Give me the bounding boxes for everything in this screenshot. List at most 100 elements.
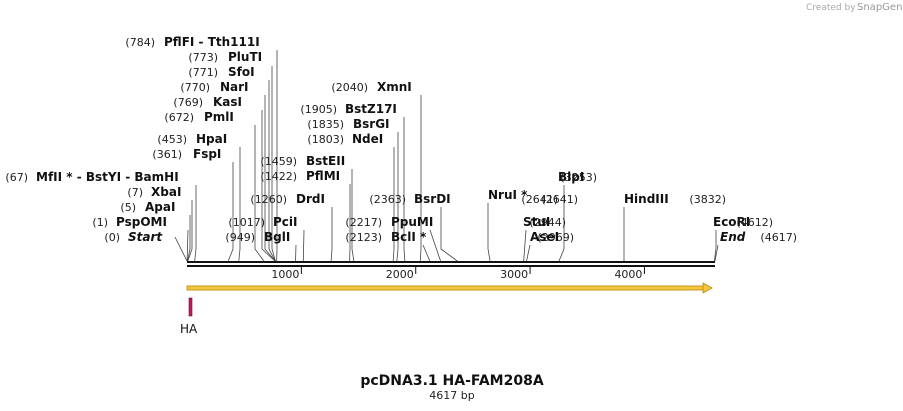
site-line — [422, 244, 431, 262]
site-position: (769) — [173, 96, 203, 109]
site-line — [194, 185, 197, 262]
site-position: (1905) — [300, 103, 337, 116]
site-position: (7) — [127, 186, 143, 199]
site-position: (4612) — [736, 216, 773, 229]
site-line — [302, 229, 305, 262]
site-position: (784) — [125, 36, 155, 49]
site-line — [714, 230, 717, 262]
site-line — [271, 66, 276, 262]
ha-feature-label: HA — [180, 322, 198, 336]
site-position: (1) — [92, 216, 108, 229]
site-name: BglI — [264, 230, 290, 244]
site-position: (2217) — [345, 216, 382, 229]
site-name: NarI — [220, 80, 249, 94]
site-name: PluTI — [228, 50, 262, 64]
ruler-tick-label: 4000 — [614, 268, 642, 281]
site-name: BstEII — [306, 154, 345, 168]
ruler-ticks: 1000 2000 3000 4000 — [271, 267, 645, 281]
site-position: (949) — [225, 231, 255, 244]
site-line — [351, 169, 355, 262]
site-name: AseI — [530, 230, 559, 244]
site-position: (2641) — [521, 193, 558, 206]
site-line — [264, 95, 276, 262]
site-name: BsrGI — [353, 117, 390, 131]
orf-arrow[interactable] — [186, 282, 713, 294]
site-position: (1835) — [307, 118, 344, 131]
site-name: SfoI — [228, 65, 255, 79]
site-name: StuI — [523, 215, 550, 229]
site-line — [174, 236, 188, 262]
site-name: BstZ17I — [345, 102, 397, 116]
site-position: (1017) — [228, 216, 265, 229]
site-line — [403, 117, 406, 262]
site-line — [227, 162, 234, 262]
site-name: PflFI - Tth111I — [164, 35, 260, 49]
ruler-tick-label: 3000 — [500, 268, 528, 281]
site-position: (5) — [120, 201, 136, 214]
site-position: (2363) — [369, 193, 406, 206]
backbone-top — [187, 261, 715, 263]
site-position: (770) — [180, 81, 210, 94]
site-lines — [174, 50, 719, 262]
site-line — [526, 244, 531, 262]
site-line — [429, 229, 441, 262]
site-name: HindIII — [624, 192, 669, 206]
site-name: XbaI — [151, 185, 181, 199]
site-line — [558, 185, 565, 262]
site-name: XmnI — [377, 80, 412, 94]
site-position: (672) — [164, 111, 194, 124]
site-name: KasI — [213, 95, 242, 109]
site-position: (3832) — [689, 193, 726, 206]
end-label: End — [720, 230, 746, 244]
site-name: NdeI — [352, 132, 383, 146]
site-position: (2123) — [345, 231, 382, 244]
ha-feature[interactable] — [188, 297, 193, 317]
site-name: ApaI — [145, 200, 175, 214]
site-position: (2040) — [331, 81, 368, 94]
site-name: PciI — [273, 215, 298, 229]
site-position: (361) — [152, 148, 182, 161]
site-name: MfII * - BstYI - BamHI — [36, 170, 179, 184]
site-name: BlpI — [558, 170, 584, 184]
site-line — [419, 95, 422, 262]
site-position: (1459) — [260, 155, 297, 168]
site-name: PspOMI — [116, 215, 167, 229]
site-name: HpaI — [196, 132, 227, 146]
site-line — [254, 125, 265, 262]
site-labels: (784) PflFI - Tth111I (773) PluTI (771) SfoI (… — [5, 35, 797, 244]
site-name: PflMI — [306, 169, 340, 183]
backbone-bottom — [187, 265, 715, 267]
start-position: (0) — [104, 231, 120, 244]
site-position: (2969) — [537, 231, 574, 244]
site-line — [523, 229, 527, 262]
site-position: (453) — [157, 133, 187, 146]
site-position: (1422) — [260, 170, 297, 183]
map-length: 4617 bp — [429, 389, 474, 402]
site-position: (773) — [188, 51, 218, 64]
ruler-tick-label: 2000 — [386, 268, 414, 281]
site-line — [392, 147, 395, 262]
site-name: FspI — [193, 147, 221, 161]
site-position: (67) — [5, 171, 28, 184]
site-position: (2944) — [529, 216, 566, 229]
start-label: Start — [128, 230, 163, 244]
site-line — [487, 203, 491, 262]
site-line — [268, 80, 276, 262]
site-line — [238, 147, 241, 262]
snapgene-brand: SnapGene — [857, 2, 903, 13]
site-name: BsrDI — [414, 192, 451, 206]
site-line — [396, 132, 399, 262]
site-line — [187, 215, 191, 262]
site-position: (3253) — [560, 171, 597, 184]
site-name: DrdI — [296, 192, 325, 206]
site-name: EcoRI — [713, 215, 750, 229]
ruler-tick-label: 1000 — [271, 268, 299, 281]
site-line — [187, 200, 193, 262]
site-line — [186, 229, 189, 262]
site-name: PmlI — [204, 110, 234, 124]
end-position: (4617) — [760, 231, 797, 244]
site-line — [261, 110, 276, 262]
site-position: (1803) — [307, 133, 344, 146]
created-by-label: Created by — [806, 3, 856, 13]
